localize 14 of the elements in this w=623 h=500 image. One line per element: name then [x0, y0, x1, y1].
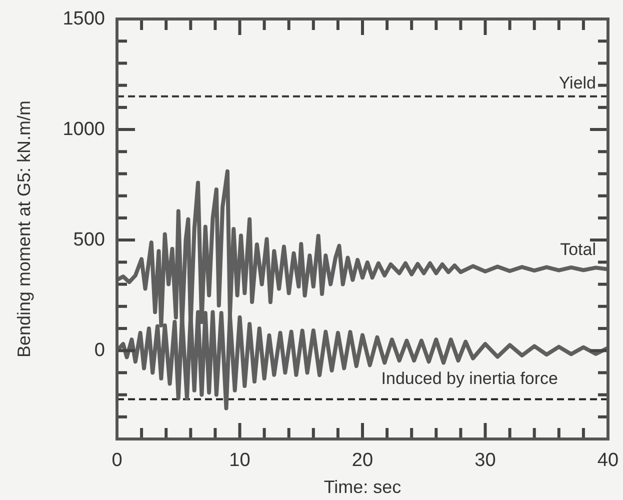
- x-axis-title: Time: sec: [324, 477, 402, 497]
- x-tick-label: 0: [112, 450, 122, 471]
- x-tick-label: 20: [352, 450, 374, 471]
- x-tick-label: 40: [597, 450, 619, 471]
- series-label: Induced by inertia force: [381, 368, 558, 388]
- y-axis-title: Bending moment at G5: kN.m/m: [14, 100, 34, 358]
- ref-line-label: Yield: [558, 73, 596, 92]
- x-tick-label: 30: [474, 450, 496, 471]
- x-tick-label: 10: [229, 450, 250, 471]
- y-tick-label: 500: [73, 230, 105, 251]
- series-label: Total: [560, 240, 596, 260]
- y-tick-label: 1500: [62, 8, 105, 30]
- y-tick-label: 1000: [62, 119, 105, 140]
- y-tick-label: 0: [94, 340, 105, 362]
